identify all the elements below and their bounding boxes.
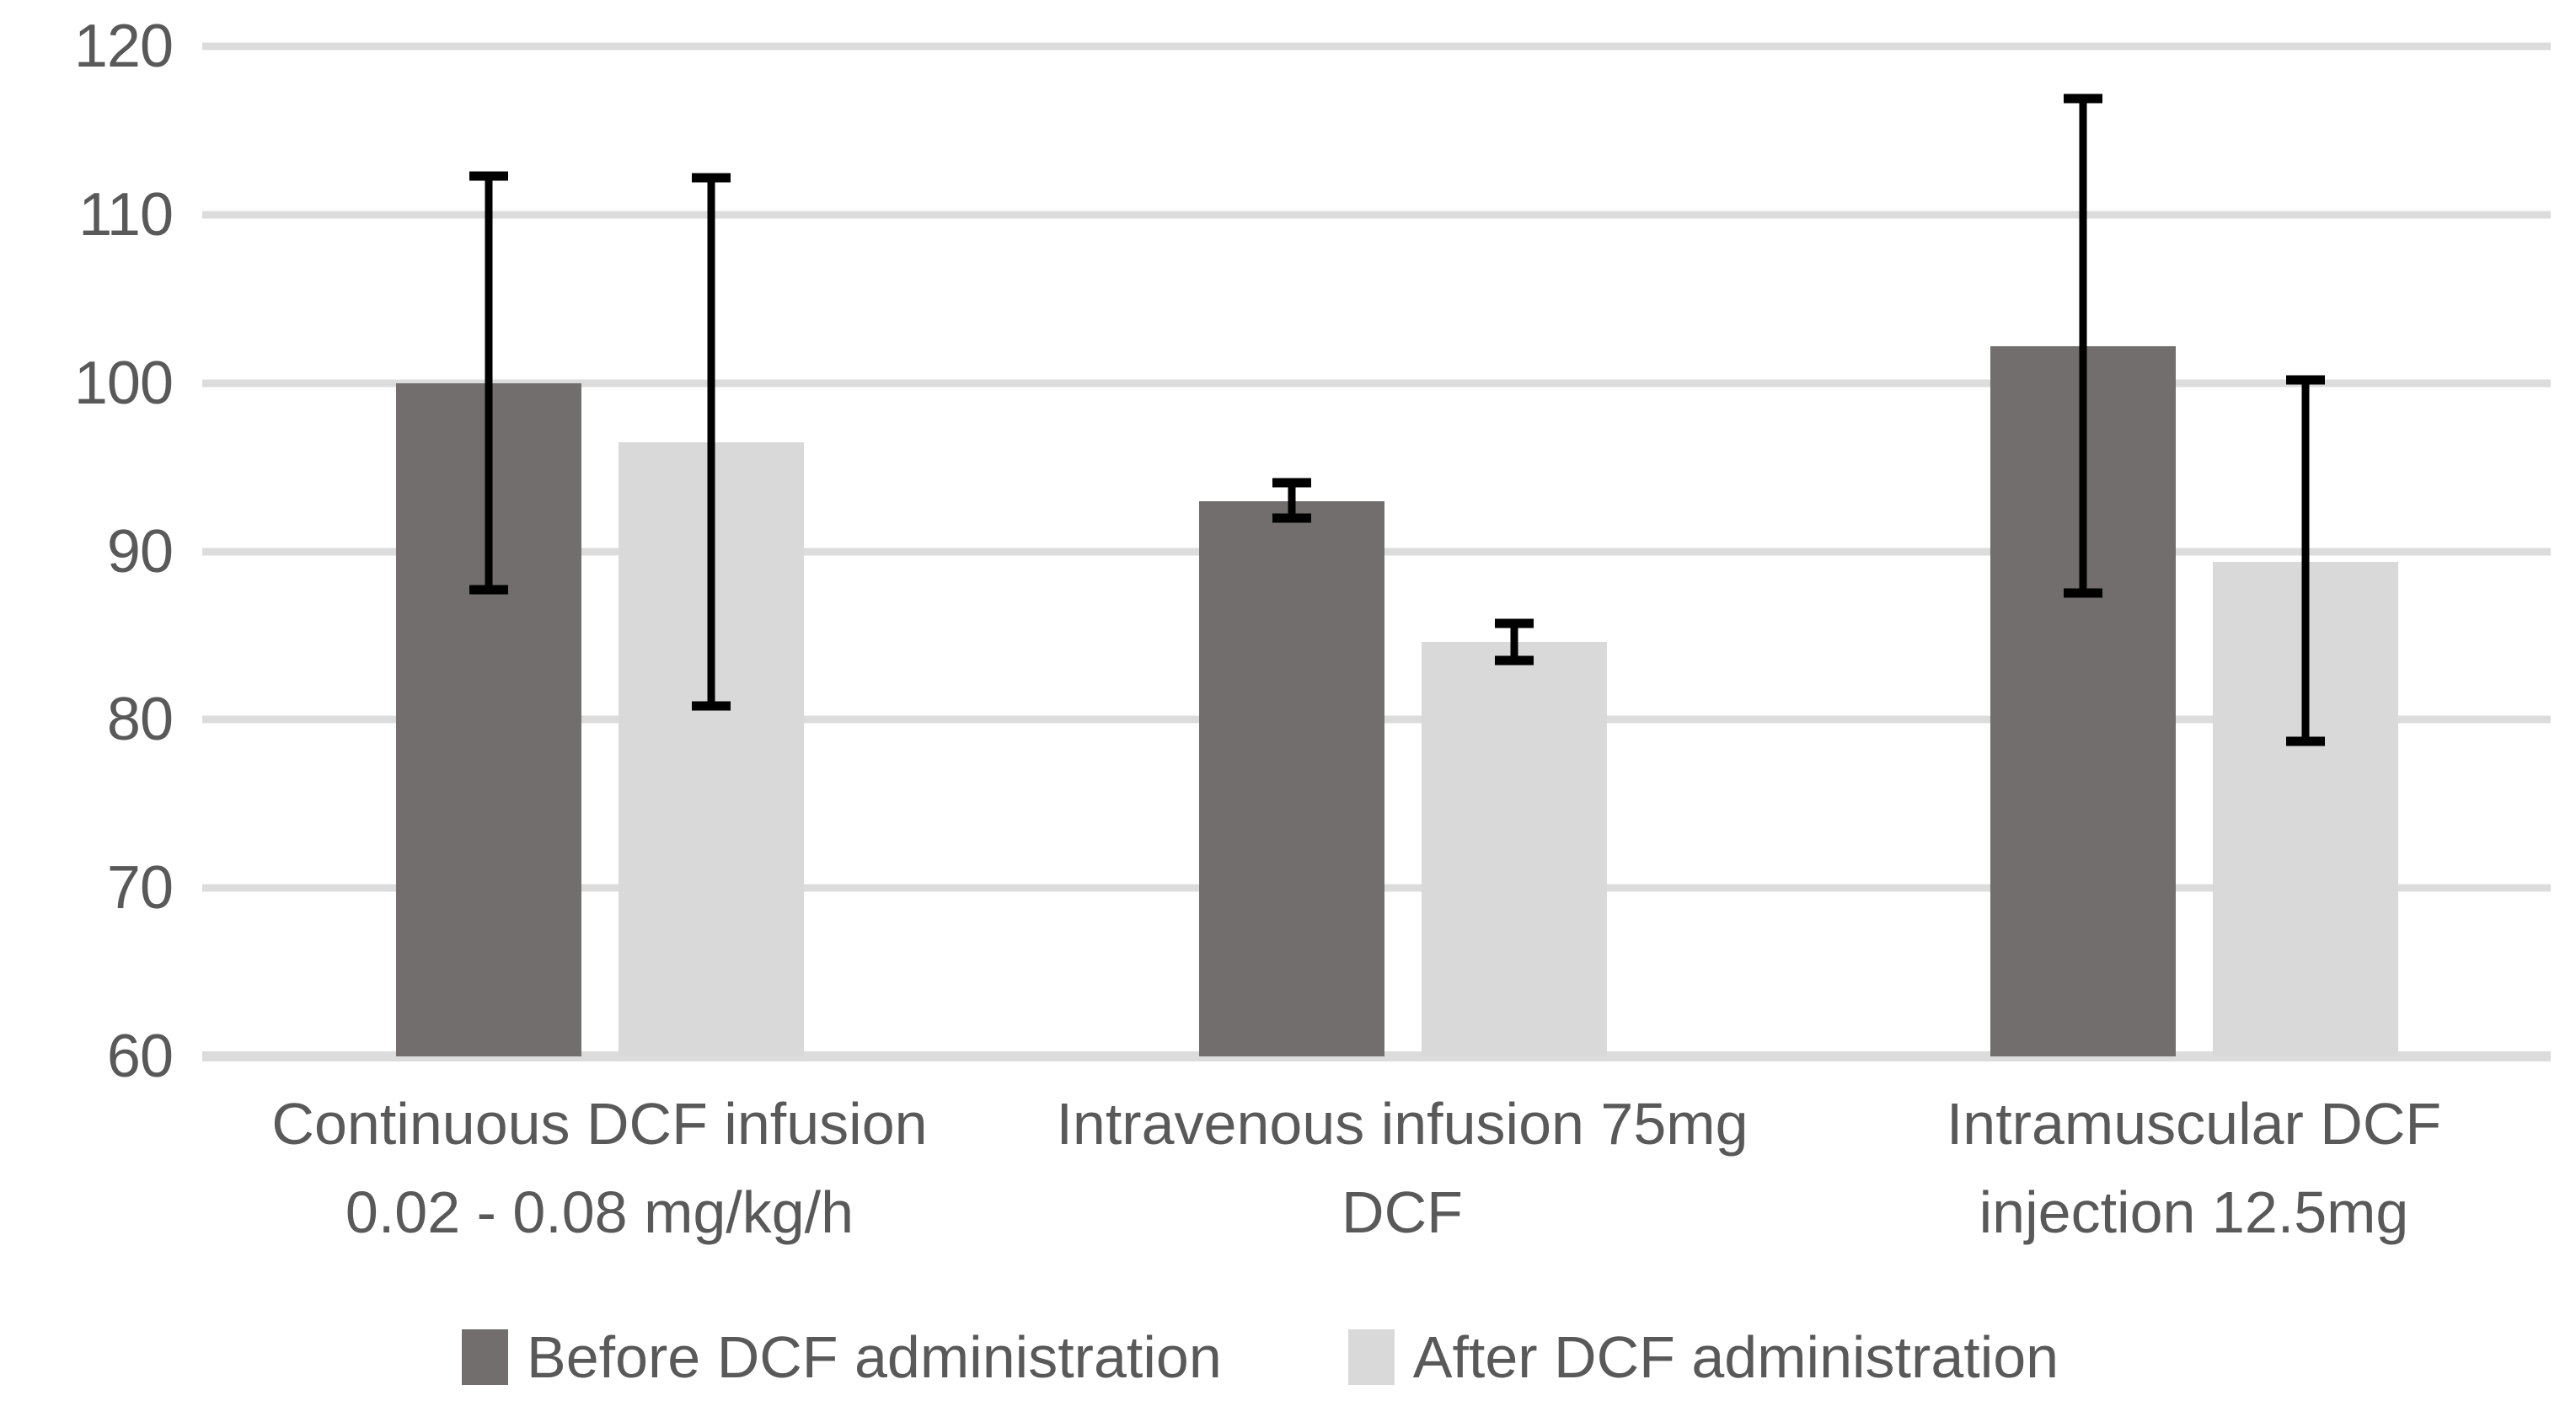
y-tick-label-120: 120 xyxy=(73,13,174,80)
error-cap-high-after-group1 xyxy=(691,173,731,183)
error-cap-low-before-group3 xyxy=(2063,588,2102,598)
legend-swatch-after xyxy=(1347,1329,1395,1385)
x-category-label-group1: Continuous DCF infusion 0.02 - 0.08 mg/kg… xyxy=(271,1080,927,1257)
error-cap-low-after-group2 xyxy=(1494,655,1534,666)
y-tick-label-90: 90 xyxy=(106,517,174,585)
y-tick-label-100: 100 xyxy=(73,349,174,417)
error-cap-high-before-group2 xyxy=(1272,478,1312,488)
legend: Before DCF administration After DCF admin… xyxy=(462,1328,2059,1387)
error-cap-high-after-group3 xyxy=(2285,375,2325,385)
legend-label-before: Before DCF administration xyxy=(527,1324,1222,1390)
error-cap-low-before-group1 xyxy=(469,585,508,595)
error-bar-before-group1 xyxy=(485,175,493,591)
error-bar-after-group1 xyxy=(707,177,715,707)
legend-item-before: Before DCF administration xyxy=(462,1328,1222,1387)
x-category-label-line: 0.02 - 0.08 mg/kg/h xyxy=(345,1179,854,1245)
x-category-label-line: Intravenous infusion 75mg xyxy=(1056,1091,1749,1157)
error-cap-high-before-group1 xyxy=(469,171,508,181)
gridline-120 xyxy=(202,42,2551,51)
legend-item-after: After DCF administration xyxy=(1347,1324,2059,1390)
error-bar-before-group2 xyxy=(1288,482,1296,518)
bar-after-group2 xyxy=(1422,642,1607,1056)
error-cap-low-after-group3 xyxy=(2285,736,2325,746)
error-cap-high-before-group3 xyxy=(2063,94,2102,104)
gridline-100 xyxy=(202,379,2551,388)
x-category-label-line: injection 12.5mg xyxy=(1979,1179,2409,1245)
x-category-label-line: Continuous DCF infusion xyxy=(271,1091,928,1157)
error-bar-after-group2 xyxy=(1510,623,1518,661)
y-tick-label-110: 110 xyxy=(78,180,174,249)
error-cap-low-after-group1 xyxy=(691,701,731,711)
x-category-label-line: Intramuscular DCF xyxy=(1946,1091,2442,1157)
error-cap-high-after-group2 xyxy=(1494,618,1534,628)
plot-area xyxy=(202,42,2551,1061)
bar-before-group2 xyxy=(1199,500,1384,1056)
y-tick-label-70: 70 xyxy=(106,854,174,922)
y-tick-label-80: 80 xyxy=(106,686,174,754)
x-category-label-group2: Intravenous infusion 75mg DCF xyxy=(1056,1080,1748,1257)
error-bar-after-group3 xyxy=(2301,379,2310,742)
y-tick-label-60: 60 xyxy=(106,1023,174,1090)
error-cap-low-before-group2 xyxy=(1272,513,1312,523)
legend-swatch-before xyxy=(462,1329,508,1385)
x-category-label-group3: Intramuscular DCF injection 12.5mg xyxy=(1947,1080,2441,1257)
legend-label-after: After DCF administration xyxy=(1412,1324,2059,1390)
error-bar-before-group3 xyxy=(2079,98,2087,594)
gridline-110 xyxy=(202,211,2551,219)
x-category-label-line: DCF xyxy=(1342,1179,1463,1245)
